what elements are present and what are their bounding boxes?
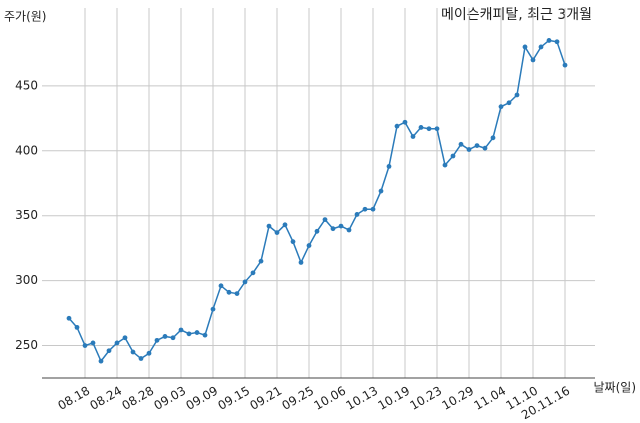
point bbox=[274, 230, 280, 235]
point bbox=[370, 206, 376, 212]
x-axis-label: 날짜(일) bbox=[594, 381, 636, 395]
point bbox=[114, 340, 120, 346]
x-tick-label: 09.21 bbox=[247, 384, 284, 413]
x-tick-label: 08.24 bbox=[87, 384, 124, 413]
x-tick-label: 08.18 bbox=[55, 384, 92, 413]
point bbox=[82, 343, 88, 348]
point bbox=[418, 125, 424, 130]
point bbox=[258, 258, 264, 264]
point bbox=[170, 335, 176, 341]
point bbox=[186, 331, 192, 337]
point bbox=[482, 145, 488, 151]
x-tick-label: 10.29 bbox=[439, 384, 476, 413]
point bbox=[154, 337, 160, 343]
point bbox=[402, 119, 408, 125]
point bbox=[218, 283, 224, 289]
point bbox=[122, 335, 128, 341]
point bbox=[106, 348, 112, 354]
y-tick-label: 300 bbox=[15, 273, 38, 287]
point bbox=[458, 141, 464, 147]
x-tick-label: 11.04 bbox=[471, 384, 508, 413]
x-tick-label: 10.06 bbox=[311, 384, 348, 413]
point bbox=[178, 327, 184, 333]
point bbox=[242, 279, 248, 285]
point bbox=[386, 163, 392, 169]
point bbox=[266, 223, 272, 229]
point bbox=[130, 349, 136, 355]
x-tick-label: 10.13 bbox=[343, 384, 380, 413]
point bbox=[306, 243, 312, 248]
point bbox=[426, 126, 432, 132]
x-tick-label: 09.09 bbox=[183, 384, 220, 413]
point bbox=[162, 334, 168, 339]
point bbox=[506, 100, 512, 106]
point bbox=[530, 57, 536, 63]
point bbox=[522, 44, 528, 50]
x-tick-label: 08.28 bbox=[119, 384, 156, 413]
x-tick-label: 10.23 bbox=[407, 384, 444, 413]
point bbox=[514, 92, 520, 98]
point bbox=[354, 212, 360, 217]
y-tick-label: 400 bbox=[15, 143, 38, 157]
point bbox=[362, 206, 368, 212]
point bbox=[194, 330, 200, 335]
point bbox=[98, 358, 104, 364]
point bbox=[202, 332, 208, 338]
x-tick-label: 09.25 bbox=[279, 384, 316, 413]
x-tick-label: 10.19 bbox=[375, 384, 412, 413]
line bbox=[68, 39, 566, 363]
point bbox=[314, 228, 320, 234]
point bbox=[146, 350, 152, 356]
point bbox=[490, 135, 496, 141]
point bbox=[554, 39, 560, 45]
point bbox=[378, 188, 384, 194]
point bbox=[538, 44, 544, 50]
point bbox=[434, 126, 440, 132]
point bbox=[394, 123, 400, 129]
point bbox=[282, 222, 288, 228]
point bbox=[298, 260, 304, 265]
point bbox=[562, 62, 568, 68]
point bbox=[442, 162, 448, 168]
point bbox=[338, 223, 344, 229]
y-tick-label: 450 bbox=[15, 78, 38, 92]
point bbox=[234, 291, 240, 297]
point bbox=[450, 153, 456, 159]
point bbox=[290, 239, 296, 245]
point bbox=[74, 324, 80, 330]
point bbox=[66, 315, 72, 321]
y-tick-label: 350 bbox=[15, 208, 38, 222]
x-tick-label: 09.03 bbox=[151, 384, 188, 413]
point bbox=[226, 289, 232, 295]
point bbox=[410, 134, 416, 139]
x-tick-label: 09.15 bbox=[215, 384, 252, 413]
point bbox=[90, 340, 96, 346]
y-tick-label: 250 bbox=[15, 338, 38, 352]
point bbox=[466, 147, 472, 152]
point bbox=[474, 143, 480, 149]
chart-title: 메이슨캐피탈, 최근 3개월 bbox=[441, 7, 592, 23]
y-axis-label: 주가(원) bbox=[4, 10, 46, 24]
point bbox=[330, 226, 336, 232]
point bbox=[210, 306, 216, 312]
point bbox=[546, 38, 552, 43]
point bbox=[498, 104, 504, 110]
point bbox=[138, 356, 144, 361]
point bbox=[250, 270, 256, 276]
point bbox=[346, 227, 352, 233]
point bbox=[322, 217, 328, 223]
